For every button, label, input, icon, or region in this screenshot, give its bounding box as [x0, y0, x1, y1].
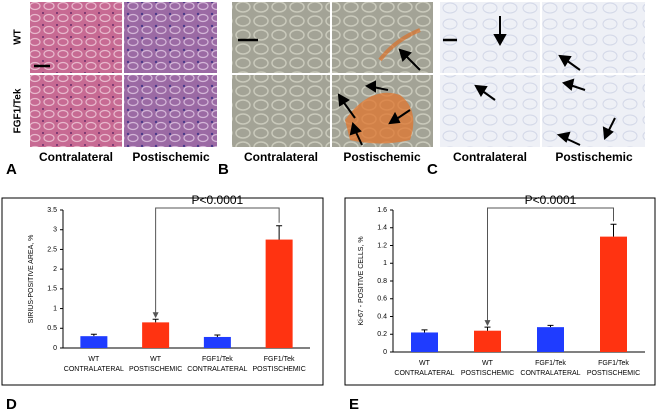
- col-label: Contralateral: [453, 150, 527, 164]
- error-bar: [90, 333, 97, 337]
- y-tick-label: 1: [383, 260, 387, 267]
- x-tick-label: CONTRALATERAL: [64, 366, 124, 373]
- bar: [411, 332, 438, 352]
- col-label: Postischemic: [555, 150, 633, 164]
- bracket: [487, 207, 614, 325]
- micrograph: [440, 75, 540, 147]
- x-tick-label: CONTRALATERAL: [520, 370, 580, 377]
- y-tick-label: 0.8: [377, 278, 387, 285]
- y-tick-label: 0.2: [377, 331, 387, 338]
- panel-letter: C: [427, 161, 438, 178]
- col-label: Contralateral: [244, 150, 318, 164]
- y-tick-label: 1: [53, 305, 57, 312]
- bracket-arrow: [152, 312, 159, 319]
- bar: [537, 327, 564, 352]
- bar: [80, 336, 108, 348]
- chart-frame: [344, 197, 656, 386]
- micrograph: [542, 2, 645, 73]
- bar: [600, 236, 627, 352]
- error-bar: [547, 324, 554, 328]
- x-tick-label: POSTISCHEMIC: [129, 366, 182, 373]
- micrograph: [124, 75, 217, 147]
- annotation: P<0.0001: [525, 193, 577, 207]
- error-bar: [421, 329, 428, 333]
- row-label: FGF1/Tek: [13, 88, 24, 133]
- bracket: [155, 207, 280, 317]
- stain: [345, 92, 414, 144]
- panel-letter: E: [349, 396, 359, 413]
- x-tick-label: FGF1/Tek: [535, 360, 566, 367]
- micrograph: [124, 2, 217, 73]
- panel-letter: B: [218, 161, 229, 178]
- bar: [474, 330, 501, 352]
- y-tick-label: 0: [53, 345, 57, 352]
- panel-letter: A: [6, 161, 17, 178]
- y-tick-label: 1.2: [377, 242, 387, 249]
- annotation: P<0.0001: [192, 193, 244, 207]
- micrograph: [232, 75, 330, 147]
- bar: [265, 239, 293, 348]
- y-tick-label: 0.5: [47, 325, 57, 332]
- y-axis-label: Ki-67 - POSITIVE CELLS, %: [358, 236, 365, 325]
- x-tick-label: WT: [419, 360, 431, 367]
- bracket-arrow: [484, 320, 491, 327]
- x-tick-label: POSTISCHEMIC: [461, 370, 514, 377]
- y-tick-label: 1.4: [377, 225, 387, 232]
- x-tick-label: WT: [482, 360, 494, 367]
- x-tick-label: FGF1/Tek: [264, 356, 295, 363]
- error-bar: [610, 223, 617, 237]
- bar: [203, 336, 231, 348]
- error-bar: [276, 225, 283, 240]
- y-tick-label: 3.5: [47, 207, 57, 214]
- arrows: [337, 16, 616, 146]
- x-tick-label: WT: [150, 356, 162, 363]
- micrograph: [332, 2, 433, 73]
- y-tick-label: 0: [383, 349, 387, 356]
- col-label: Contralateral: [39, 150, 113, 164]
- y-tick-label: 2.5: [47, 246, 57, 253]
- y-tick-label: 1.6: [377, 207, 387, 214]
- y-tick-label: 0.4: [377, 313, 387, 320]
- y-tick-label: 3: [53, 227, 57, 234]
- x-tick-label: WT: [88, 356, 100, 363]
- chart-frame: [1, 197, 324, 386]
- col-label: Postischemic: [132, 150, 210, 164]
- error-bar: [152, 318, 159, 323]
- error-bar: [484, 326, 491, 331]
- micrograph: [232, 2, 330, 73]
- y-axis-label: SIRIUS-POSITIVE AREA, %: [28, 235, 35, 324]
- x-tick-label: FGF1/Tek: [202, 356, 233, 363]
- x-tick-label: POSTISCHEMIC: [252, 366, 305, 373]
- y-tick-label: 2: [53, 266, 57, 273]
- panel-letter: D: [6, 396, 17, 413]
- micrograph: [30, 2, 122, 73]
- micrograph: [542, 75, 645, 147]
- bar: [142, 322, 170, 348]
- x-tick-label: POSTISCHEMIC: [587, 370, 640, 377]
- micrograph: [440, 2, 540, 73]
- stain: [378, 28, 421, 62]
- col-label: Postischemic: [343, 150, 421, 164]
- x-tick-label: CONTRALATERAL: [394, 370, 454, 377]
- micrograph: [30, 75, 122, 147]
- error-bar: [214, 334, 221, 337]
- row-label: WT: [13, 29, 24, 45]
- x-tick-label: FGF1/Tek: [598, 360, 629, 367]
- y-tick-label: 0.6: [377, 296, 387, 303]
- micrographs: [30, 2, 645, 147]
- y-tick-label: 1.5: [47, 286, 57, 293]
- x-tick-label: CONTRALATERAL: [187, 366, 247, 373]
